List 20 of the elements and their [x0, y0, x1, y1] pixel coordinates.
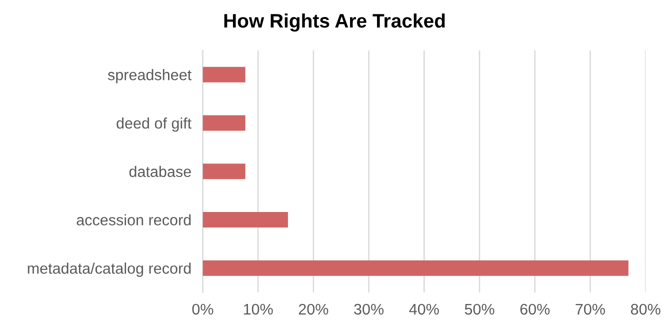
bar	[202, 164, 246, 180]
x-tick-label: 60%	[520, 304, 550, 315]
bar	[202, 212, 288, 228]
y-tick-label: deed of gift	[116, 117, 192, 132]
x-tick-label: 0%	[192, 304, 214, 315]
x-tick-label: 80%	[630, 304, 660, 315]
x-tick-label: 50%	[464, 304, 494, 315]
y-tick-label: accession record	[76, 214, 191, 226]
x-tick-label: 30%	[354, 304, 384, 315]
y-tick-label: database	[129, 166, 191, 178]
x-tick-label: 70%	[576, 304, 605, 315]
x-tick-label: 20%	[298, 304, 328, 315]
y-tick-label: spreadsheet	[108, 69, 192, 84]
bar	[202, 260, 628, 276]
x-tick-label: 40%	[409, 304, 439, 315]
bar	[202, 115, 246, 131]
x-tick-label: 10%	[244, 304, 273, 315]
y-tick-label: metadata/catalog record	[28, 262, 191, 277]
bar	[202, 66, 246, 82]
chart-title: How Rights Are Tracked	[224, 13, 445, 32]
